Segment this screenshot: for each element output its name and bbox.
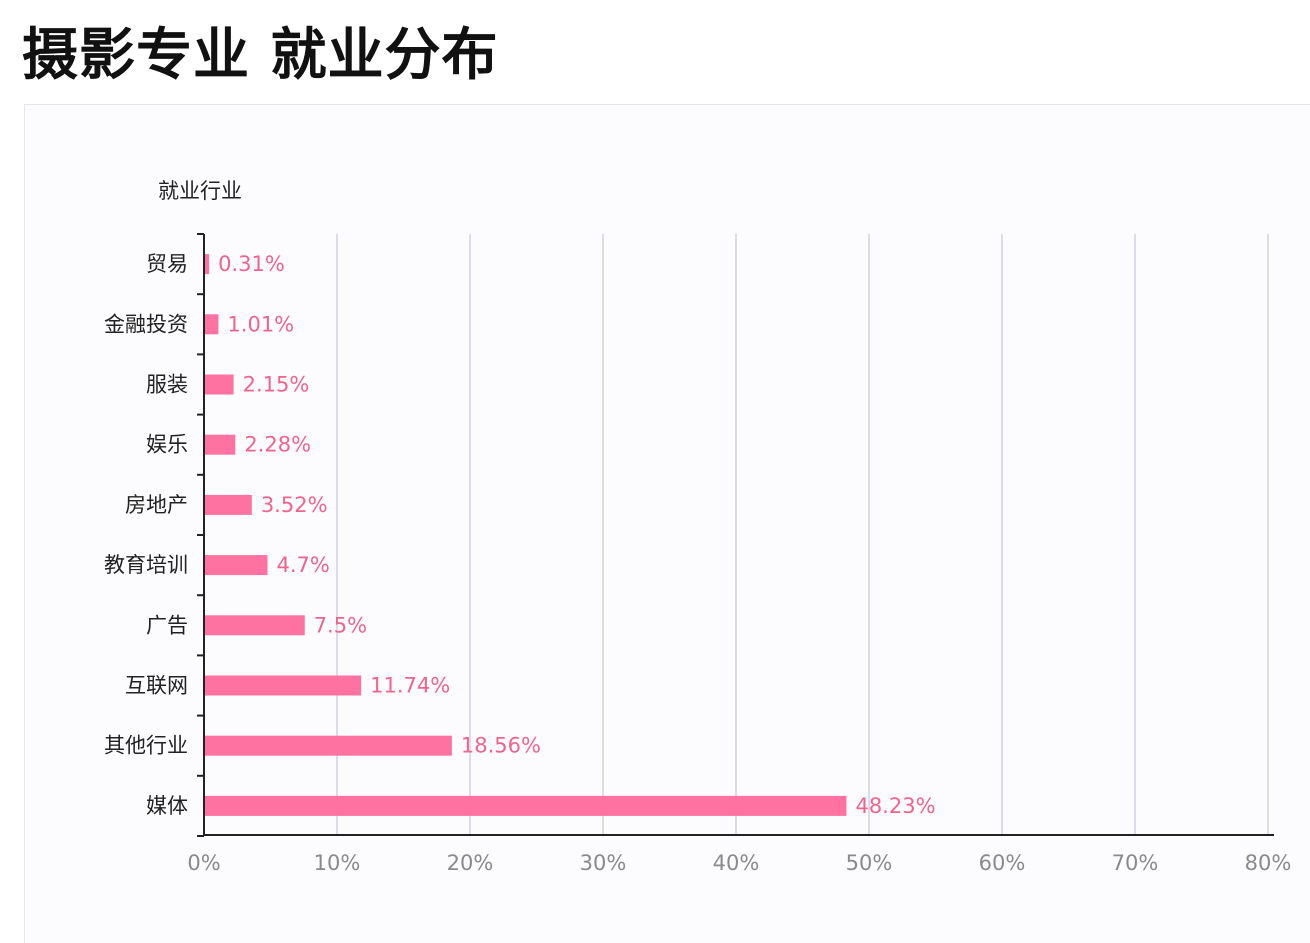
data-label: 11.74%: [370, 674, 450, 698]
category-label: 娱乐: [146, 433, 188, 457]
category-label: 服装: [146, 373, 188, 397]
y-axis-title: 就业行业: [158, 179, 242, 203]
data-label: 4.7%: [277, 553, 330, 577]
bar: [205, 434, 236, 455]
category-label: 媒体: [146, 794, 188, 818]
bar: [205, 735, 452, 756]
category-label: 互联网: [125, 674, 188, 698]
x-tick-label: 80%: [1245, 851, 1292, 875]
bar: [205, 615, 305, 636]
x-tick-label: 30%: [580, 851, 627, 875]
data-label: 3.52%: [261, 493, 328, 517]
category-label: 其他行业: [104, 734, 188, 758]
data-label: 1.01%: [227, 312, 294, 336]
page-title: 摄影专业 就业分布: [22, 23, 499, 88]
x-tick-label: 40%: [713, 851, 760, 875]
data-label: 18.56%: [461, 734, 541, 758]
data-label: 2.15%: [243, 373, 310, 397]
category-label: 广告: [146, 613, 188, 637]
bar: [205, 675, 362, 696]
x-tick-label: 50%: [846, 851, 893, 875]
data-label: 2.28%: [244, 433, 311, 457]
category-label: 房地产: [125, 493, 188, 517]
x-tick-label: 10%: [314, 851, 361, 875]
data-label: 0.31%: [218, 252, 285, 276]
labels: 0% 10% 20% 30% 40% 50% 60% 70% 80% 贸易 0.31% 金融投资 1.0…: [104, 252, 1291, 875]
x-tick-label: 0%: [187, 851, 220, 875]
grid-lines: [336, 234, 1269, 835]
bars: [205, 254, 847, 816]
bar: [205, 314, 219, 335]
x-tick-label: 20%: [447, 851, 494, 875]
bar: [205, 254, 210, 275]
category-label: 金融投资: [104, 312, 188, 336]
category-label: 贸易: [146, 252, 188, 276]
bar: [205, 494, 252, 515]
bar: [205, 374, 234, 395]
data-label: 7.5%: [314, 613, 367, 637]
axes: [197, 233, 1274, 837]
bar: [205, 795, 847, 816]
bar: [205, 555, 268, 576]
category-label: 教育培训: [104, 553, 188, 577]
data-label: 48.23%: [855, 794, 935, 818]
x-tick-label: 60%: [979, 851, 1026, 875]
x-tick-label: 70%: [1112, 851, 1159, 875]
